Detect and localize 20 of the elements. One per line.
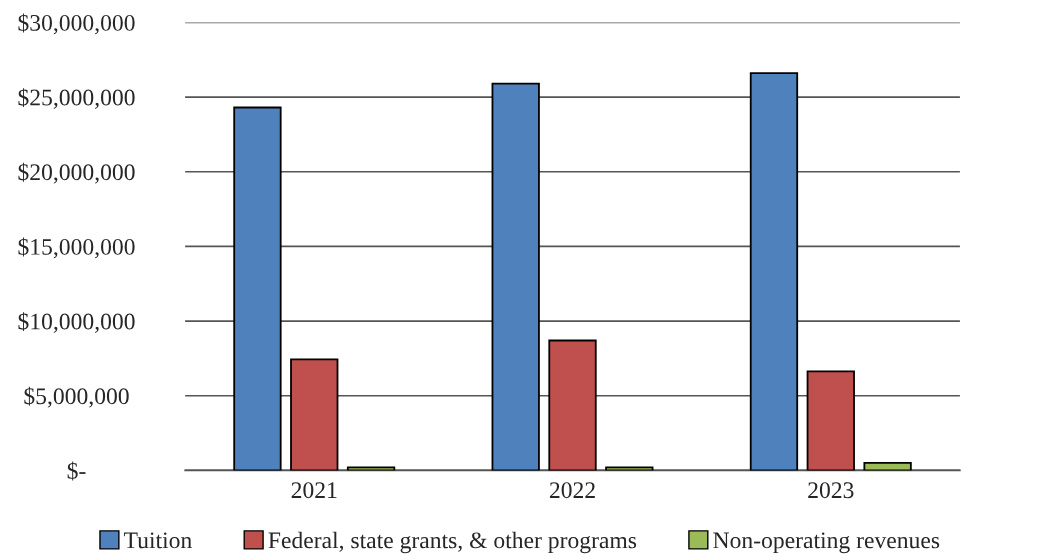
legend-label: Non-operating revenues xyxy=(713,532,940,554)
legend-label: Tuition xyxy=(124,532,192,549)
y-tick-label: $- xyxy=(67,461,86,481)
x-tick-label: 2021 xyxy=(291,482,337,499)
y-tick-label: $25,000,000 xyxy=(18,88,135,109)
bar xyxy=(806,370,855,471)
legend-label: Federal, state grants, & other programs xyxy=(268,531,637,554)
y-tick-label: $30,000,000 xyxy=(18,13,135,35)
y-tick-label: $5,000,000 xyxy=(24,386,129,408)
bar xyxy=(491,82,540,471)
y-tick-label: $20,000,000 xyxy=(18,162,135,184)
y-tick-label: $10,000,000 xyxy=(18,312,135,333)
x-tick-label: 2022 xyxy=(549,482,595,499)
bar xyxy=(290,358,339,471)
bar xyxy=(863,462,912,471)
bar xyxy=(548,339,597,471)
bar xyxy=(749,72,799,471)
bar xyxy=(233,106,282,471)
x-tick-label: 2023 xyxy=(808,482,854,499)
y-tick-label: $15,000,000 xyxy=(18,237,135,259)
